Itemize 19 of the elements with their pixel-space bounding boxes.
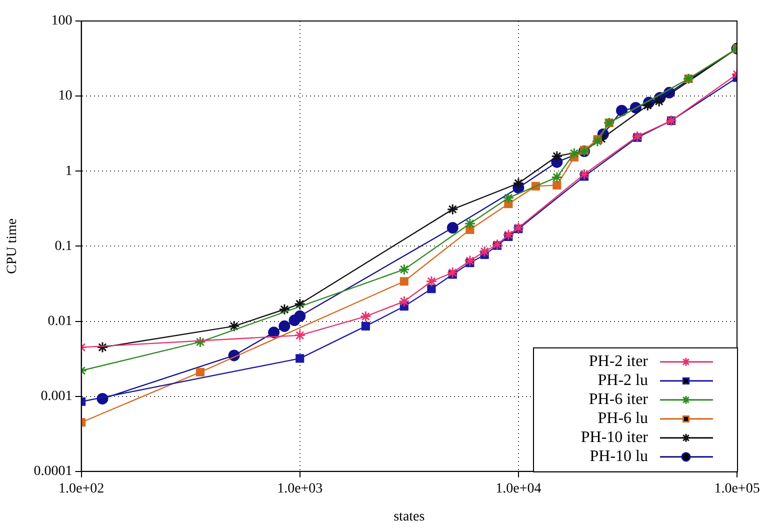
y-tick-label: 0.1	[54, 238, 72, 254]
x-tick-label: 1.0e+03	[277, 481, 323, 496]
legend-label: PH-2 lu	[598, 372, 648, 390]
y-tick-label: 100	[51, 14, 72, 29]
legend-label: PH-6 lu	[598, 410, 648, 428]
legend-label: PH-10 iter	[580, 429, 649, 446]
x-tick-label: 1.0e+04	[496, 481, 542, 496]
x-tick-label: 1.0e+05	[714, 481, 760, 496]
x-tick-label: 1.0e+02	[58, 481, 104, 496]
y-tick-label: 0.0001	[34, 464, 72, 480]
legend-label: PH-10 lu	[590, 448, 648, 466]
legend-label: PH-2 iter	[588, 353, 649, 370]
y-tick-label: 10	[58, 88, 72, 104]
y-tick-label: 0.001	[40, 389, 72, 404]
y-tick-label: 1	[65, 164, 72, 179]
y-tick-label: 0.01	[48, 314, 72, 329]
y-axis-title: CPU time	[5, 218, 20, 274]
legend-label: PH-6 iter	[588, 391, 649, 408]
x-axis-title: states	[394, 509, 425, 524]
